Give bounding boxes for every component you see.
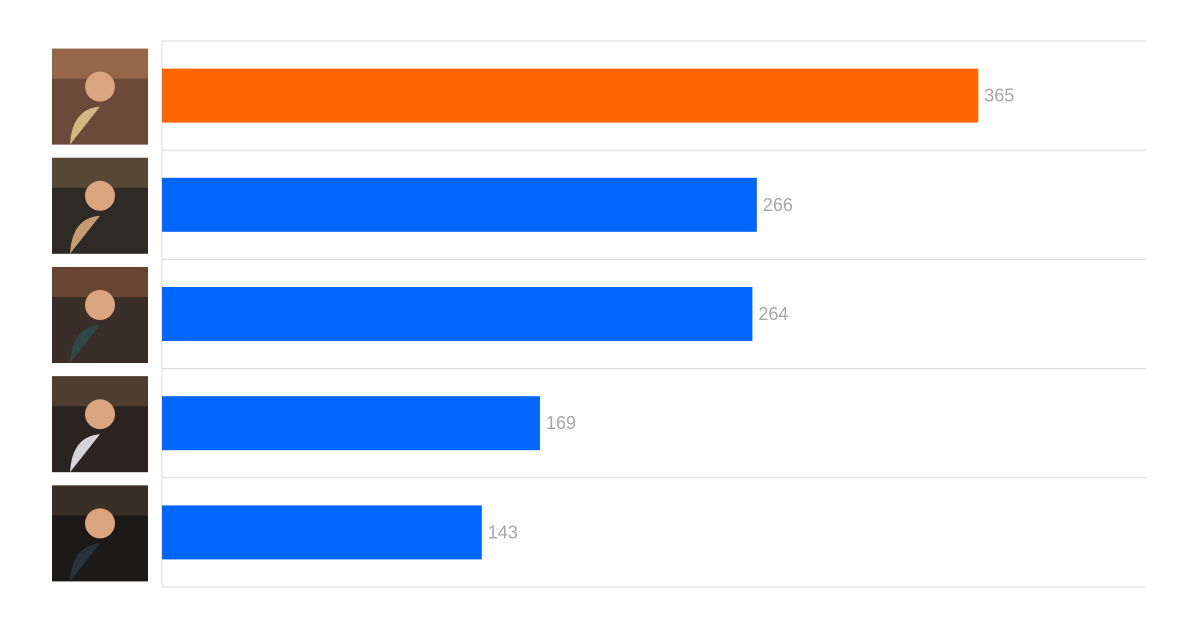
chart-frame (161, 40, 1146, 588)
bar (162, 396, 540, 451)
bar (162, 287, 753, 341)
photo-person-1-icon (52, 48, 148, 145)
bar (162, 505, 482, 560)
data-label: 169 (546, 413, 576, 433)
category-photos (52, 48, 148, 582)
photo-persons-5-icon (52, 485, 148, 582)
data-label: 365 (984, 86, 1014, 106)
bar (162, 177, 757, 232)
data-label: 264 (758, 304, 788, 324)
bars (162, 68, 979, 560)
photo-person-3-icon (52, 267, 148, 363)
photo-person-4-icon (52, 376, 148, 473)
bar (162, 68, 979, 123)
photo-person-2-icon (52, 157, 148, 254)
data-label: 266 (763, 195, 793, 215)
value-labels: 365 266 264 169 143 (488, 86, 1015, 543)
data-label: 143 (488, 522, 518, 542)
